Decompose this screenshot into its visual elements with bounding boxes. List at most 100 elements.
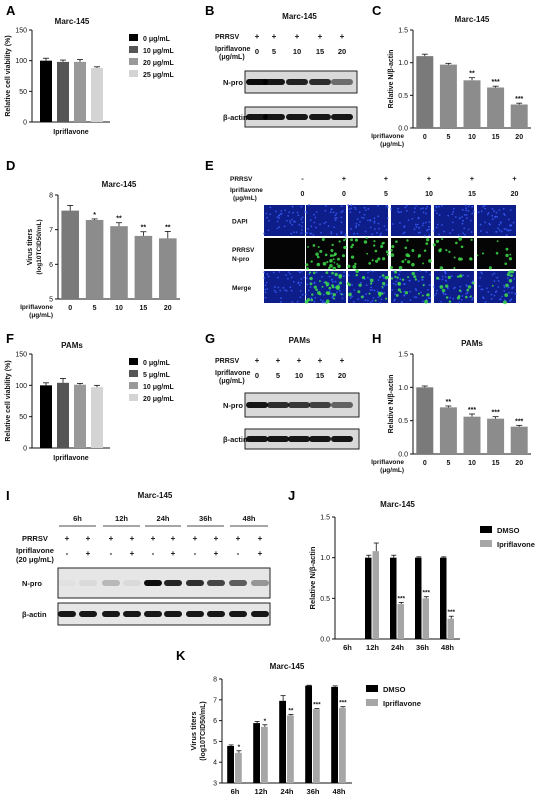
n-pro-signal-dot bbox=[331, 243, 334, 247]
nucleus-dot bbox=[391, 289, 394, 291]
prrsv-sign: + bbox=[384, 174, 389, 183]
protein-band bbox=[164, 580, 182, 586]
nucleus-dot bbox=[422, 207, 424, 210]
nucleus-dot bbox=[422, 222, 425, 225]
n-pro-signal-dot bbox=[331, 285, 335, 289]
nucleus-dot bbox=[441, 205, 443, 207]
n-pro-signal-dot bbox=[385, 297, 388, 300]
nucleus-dot bbox=[307, 227, 309, 230]
n-pro-signal-dot bbox=[325, 301, 328, 304]
bar bbox=[74, 61, 86, 122]
n-pro-signal-dot bbox=[509, 253, 512, 256]
prrsv-row-label: PRRSV bbox=[215, 358, 239, 365]
x-tick-label: 0 bbox=[68, 305, 72, 312]
nucleus-dot bbox=[371, 299, 374, 302]
n-pro-signal-dot bbox=[465, 295, 468, 299]
nucleus-dot bbox=[423, 234, 426, 237]
nucleus-dot bbox=[403, 226, 406, 229]
x-tick-label: 36h bbox=[416, 643, 429, 652]
nucleus-dot bbox=[390, 208, 392, 210]
bar bbox=[331, 686, 338, 783]
protein-band bbox=[263, 79, 285, 85]
bar bbox=[61, 210, 79, 299]
n-pro-signal-dot bbox=[355, 273, 358, 277]
protein-band bbox=[251, 611, 269, 617]
significance-mark: *** bbox=[339, 700, 347, 707]
prrsv-sign: + bbox=[171, 534, 176, 543]
panel-letter-i: I bbox=[6, 488, 10, 503]
nucleus-dot bbox=[385, 204, 388, 207]
nucleus-dot bbox=[284, 209, 287, 212]
n-pro-signal-dot bbox=[457, 257, 462, 261]
nucleus-dot bbox=[272, 271, 275, 274]
dose-label: 0 bbox=[255, 371, 259, 380]
nucleus-dot bbox=[289, 222, 292, 224]
nucleus-dot bbox=[509, 209, 512, 211]
n-pro-signal-dot bbox=[395, 240, 398, 243]
nucleus-dot bbox=[325, 205, 327, 207]
nucleus-dot bbox=[336, 291, 338, 294]
nucleus-dot bbox=[373, 289, 376, 292]
nucleus-dot bbox=[372, 270, 375, 273]
nucleus-dot bbox=[445, 280, 448, 282]
x-tick-label: 24h bbox=[281, 787, 294, 796]
nucleus-dot bbox=[483, 204, 486, 207]
x-axis-label: Ipriflavone bbox=[371, 133, 404, 140]
nucleus-dot bbox=[403, 231, 406, 234]
nucleus-dot bbox=[274, 210, 277, 213]
n-pro-signal-dot bbox=[312, 271, 316, 275]
band-label: N-pro bbox=[223, 78, 243, 87]
x-tick-label: 10 bbox=[115, 305, 123, 312]
nucleus-dot bbox=[334, 219, 337, 222]
nucleus-dot bbox=[369, 301, 372, 304]
nucleus-dot bbox=[310, 297, 313, 300]
n-pro-signal-dot bbox=[339, 281, 343, 285]
bar bbox=[305, 685, 312, 783]
dose-label: 10 bbox=[295, 371, 303, 380]
nucleus-dot bbox=[427, 288, 429, 291]
nucleus-dot bbox=[296, 300, 299, 303]
nucleus-dot bbox=[413, 228, 416, 231]
n-pro-signal-dot bbox=[425, 242, 429, 246]
n-pro-signal-dot bbox=[342, 254, 346, 258]
legend-label: 25 μg/mL bbox=[143, 72, 174, 79]
ipriflavone-sign: - bbox=[110, 549, 113, 558]
nucleus-dot bbox=[451, 221, 454, 224]
significance-mark: ** bbox=[446, 399, 452, 406]
x-tick-label: 15 bbox=[492, 460, 500, 467]
nucleus-dot bbox=[290, 289, 293, 292]
bar bbox=[397, 604, 404, 639]
dose-label: 15 bbox=[468, 191, 476, 198]
n-pro-signal-dot bbox=[504, 262, 508, 266]
nucleus-dot bbox=[309, 232, 312, 235]
bar bbox=[40, 385, 52, 448]
nucleus-dot bbox=[414, 288, 417, 290]
blot-title: PAMs bbox=[289, 336, 311, 345]
significance-mark: *** bbox=[515, 96, 523, 103]
prrsv-sign: + bbox=[258, 534, 263, 543]
nucleus-dot bbox=[289, 273, 292, 275]
ipriflavone-sign: + bbox=[171, 549, 176, 558]
significance-mark: *** bbox=[447, 609, 455, 616]
y-tick-label: 1.0 bbox=[398, 385, 408, 392]
n-pro-signal-dot bbox=[424, 299, 428, 304]
nucleus-dot bbox=[441, 275, 444, 278]
nucleus-dot bbox=[300, 229, 303, 231]
nucleus-dot bbox=[471, 298, 474, 301]
prrsv-sign: + bbox=[236, 534, 241, 543]
nucleus-dot bbox=[498, 229, 501, 232]
nucleus-dot bbox=[301, 216, 304, 219]
nucleus-dot bbox=[285, 289, 288, 292]
dose-label: 20 bbox=[338, 47, 346, 56]
n-pro-signal-dot bbox=[326, 291, 331, 296]
nucleus-dot bbox=[359, 220, 361, 223]
x-tick-label: 6h bbox=[343, 643, 352, 652]
nucleus-dot bbox=[287, 271, 290, 273]
n-pro-signal-dot bbox=[476, 254, 479, 257]
nucleus-dot bbox=[428, 228, 431, 231]
protein-band bbox=[186, 580, 204, 586]
nucleus-dot bbox=[363, 213, 366, 216]
n-pro-signal-dot bbox=[458, 289, 462, 292]
n-pro-signal-dot bbox=[338, 273, 343, 278]
protein-band bbox=[286, 79, 308, 85]
